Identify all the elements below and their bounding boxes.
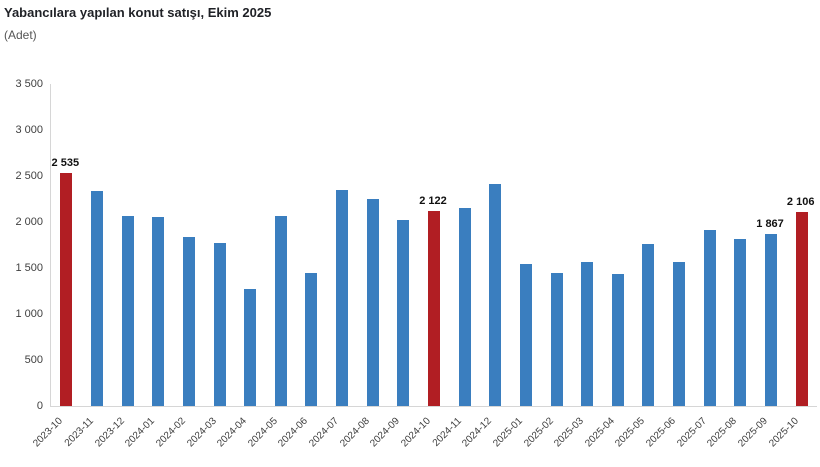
bar-2024-11	[458, 208, 471, 406]
bar-2024-10	[428, 210, 440, 406]
bar-2025-04	[611, 273, 624, 406]
x-tick-label: 2025-05	[613, 415, 648, 450]
y-tick-label: 1 500	[15, 262, 43, 274]
y-tick-label: 500	[24, 354, 43, 366]
x-tick-label: 2025-01	[491, 415, 525, 450]
x-tick-label: 2024-12	[460, 415, 495, 450]
y-tick-label: 2 000	[15, 216, 43, 228]
x-tick-label: 2025-03	[552, 415, 587, 450]
bar-2025-02	[550, 272, 563, 406]
bar-2024-01	[152, 216, 165, 406]
bar-2024-09	[397, 220, 410, 406]
y-tick-label: 3 500	[15, 78, 43, 90]
bar-2025-06	[673, 262, 686, 406]
bar-2025-01	[519, 264, 532, 406]
bar-2024-02	[182, 236, 195, 406]
bar-2024-12	[489, 184, 502, 406]
x-tick-label: 2024-11	[430, 415, 464, 449]
y-tick-label: 2 500	[15, 170, 43, 182]
x-tick-label: 2025-08	[705, 415, 740, 450]
x-tick-label: 2025-04	[582, 415, 617, 450]
y-tick-label: 0	[36, 400, 43, 412]
chart-subtitle: (Adet)	[4, 28, 37, 42]
x-tick-label: 2025-09	[736, 415, 770, 450]
x-tick-label: 2025-06	[644, 415, 678, 450]
plot-area	[50, 84, 817, 407]
bar-2024-06	[305, 273, 318, 406]
bar-2023-11	[90, 190, 103, 406]
x-tick-label: 2025-02	[521, 415, 556, 450]
x-tick-label: 2025-07	[674, 415, 709, 450]
bar-2024-04	[244, 289, 257, 406]
x-tick-label: 2024-05	[245, 415, 280, 450]
x-tick-label: 2024-10	[399, 415, 433, 450]
bar-2024-05	[274, 216, 287, 406]
bar-2025-08	[734, 239, 747, 406]
bar-2024-08	[366, 198, 379, 406]
bar-2025-10	[795, 212, 808, 406]
x-tick-label: 2023-11	[62, 415, 96, 449]
bar-2025-05	[642, 243, 655, 406]
y-tick-label: 3 000	[15, 124, 43, 136]
x-tick-label: 2023-10	[31, 415, 66, 450]
y-tick-label: 1 000	[15, 308, 43, 320]
x-tick-label: 2024-03	[184, 415, 219, 450]
x-tick-label: 2023-12	[92, 415, 127, 450]
bar-2025-09	[765, 234, 778, 406]
bar-2024-03	[213, 243, 226, 406]
x-tick-label: 2024-07	[307, 415, 341, 450]
chart-title: Yabancılara yapılan konut satışı, Ekim 2…	[4, 5, 272, 20]
bar-2025-07	[703, 230, 716, 406]
x-tick-label: 2024-04	[215, 415, 250, 450]
bar-2023-10	[60, 172, 73, 406]
x-tick-label: 2024-09	[368, 415, 403, 450]
bar-2023-12	[121, 216, 134, 406]
bar-2024-07	[336, 190, 349, 406]
x-tick-label: 2024-01	[123, 415, 158, 450]
bar-2025-03	[581, 261, 594, 406]
x-tick-label: 2024-02	[154, 415, 188, 450]
x-tick-label: 2025-10	[766, 415, 801, 450]
x-tick-label: 2024-06	[276, 415, 311, 450]
x-tick-label: 2024-08	[337, 415, 372, 450]
